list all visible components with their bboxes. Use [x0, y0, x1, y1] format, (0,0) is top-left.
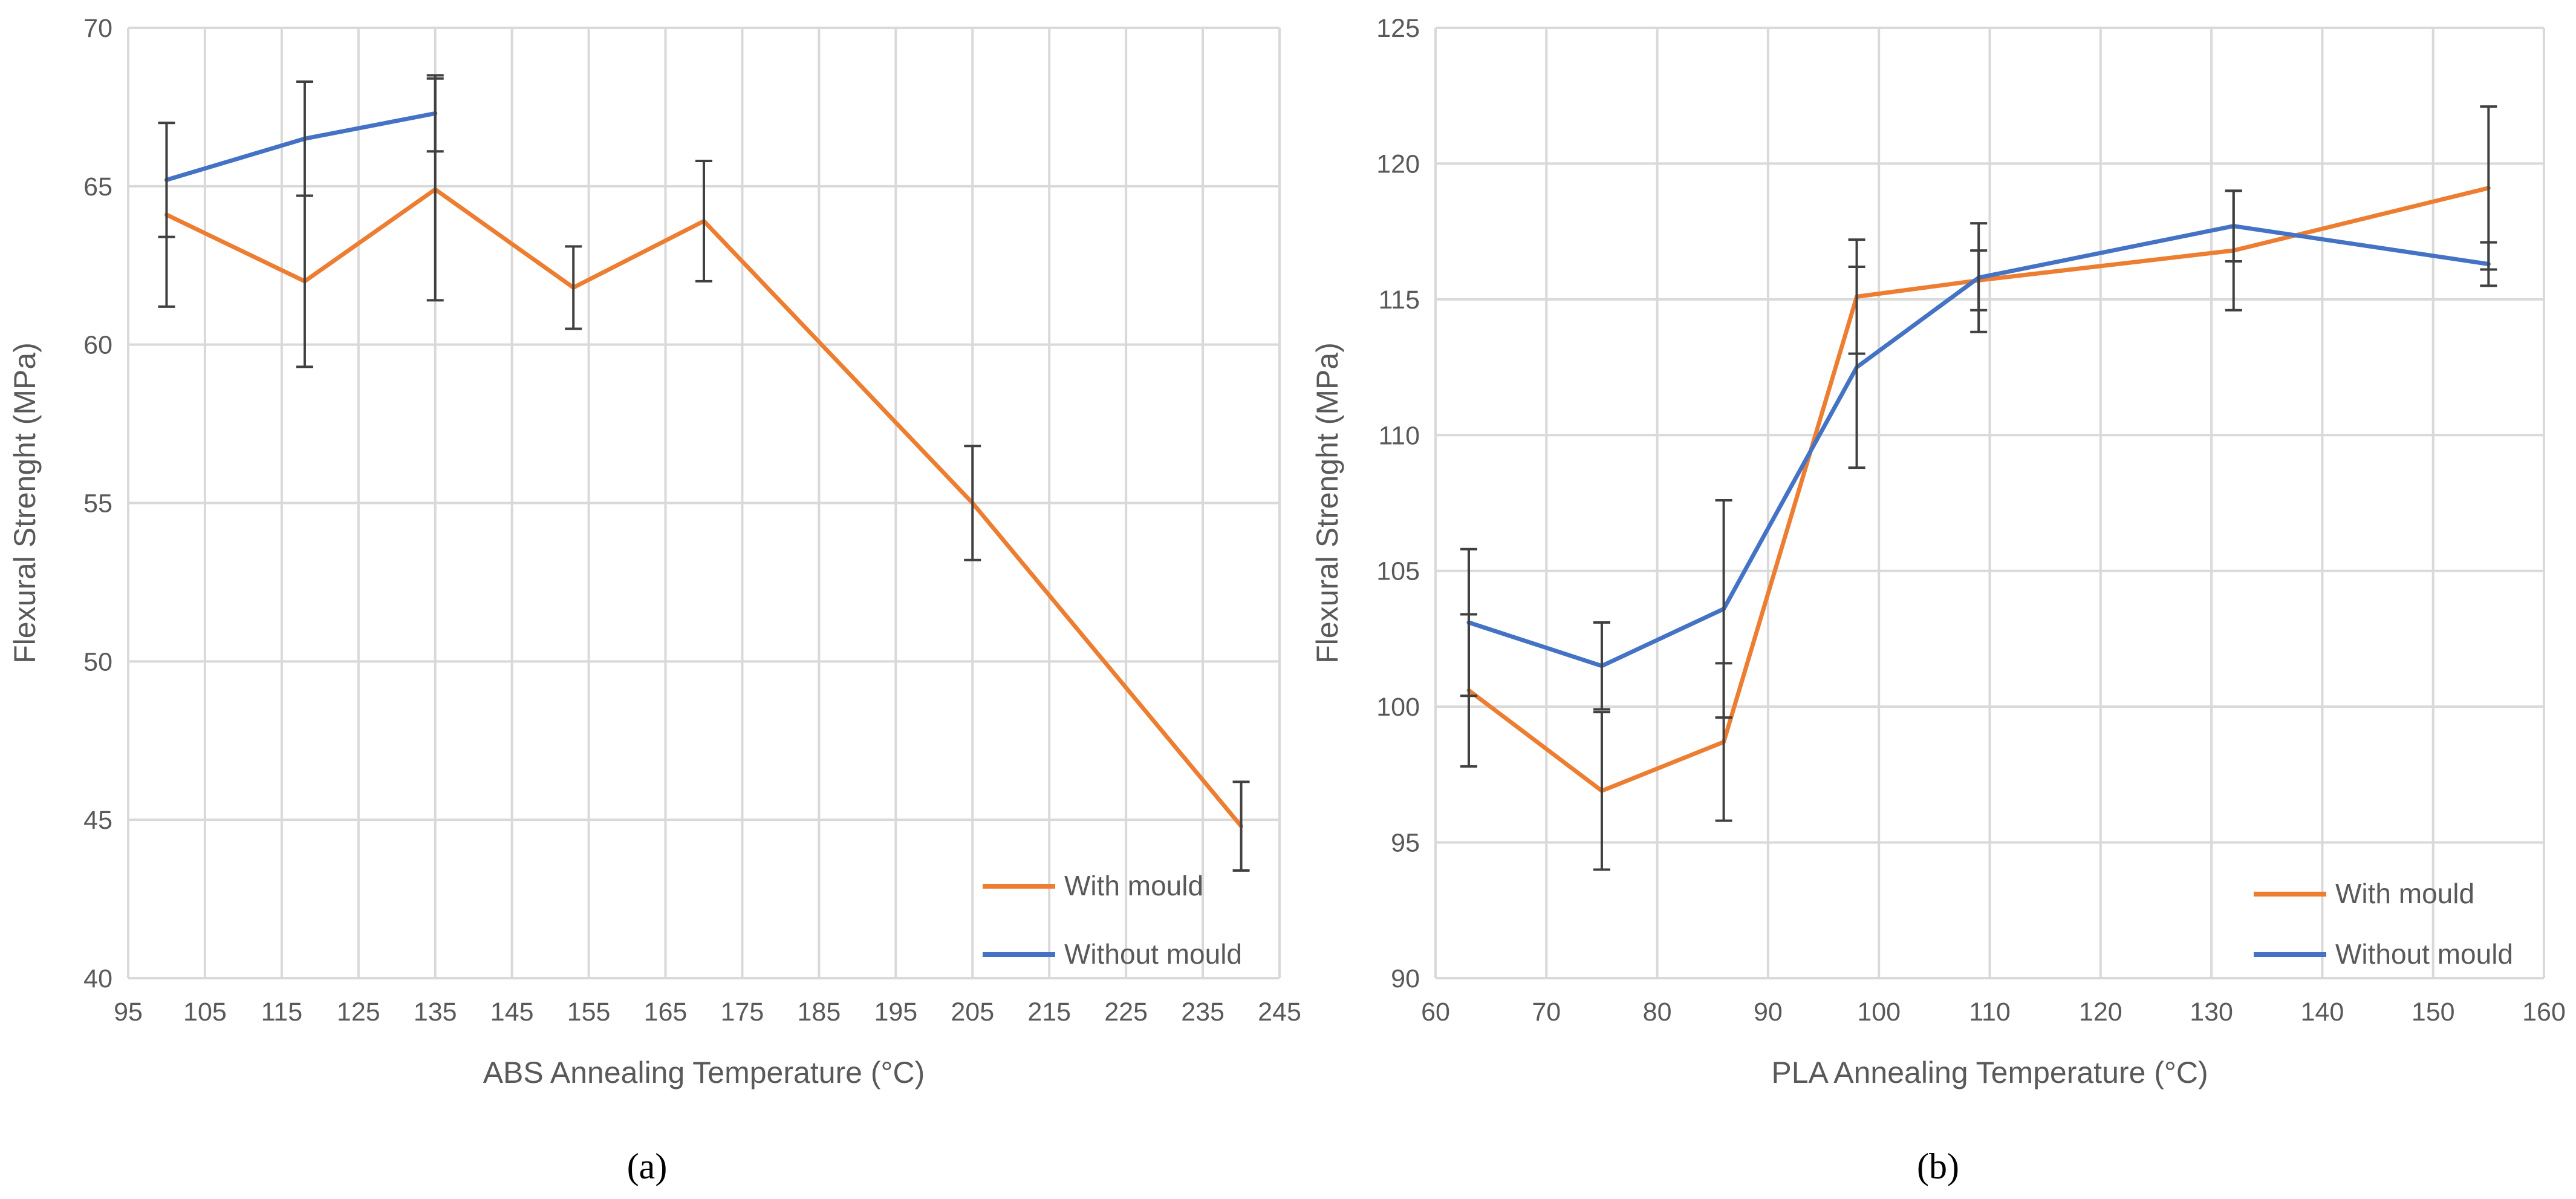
- a-x-tick-label: 225: [1104, 998, 1148, 1027]
- a-x-tick-label: 235: [1181, 998, 1225, 1027]
- a-legend-label: With mould: [1064, 870, 1203, 901]
- a-y-tick-label: 60: [83, 331, 112, 360]
- a-series-line-with-mould: [164, 187, 1244, 829]
- a-x-tick-label: 155: [567, 998, 611, 1027]
- b-y-tick-label: 120: [1376, 149, 1420, 178]
- a-x-tick-label: 215: [1027, 998, 1071, 1027]
- panel-a-caption: (a): [627, 1146, 668, 1186]
- a-x-tick-label: 165: [644, 998, 688, 1027]
- a-y-tick-label: 45: [83, 806, 112, 835]
- b-x-axis-title: PLA Annealing Temperature (°C): [1771, 1056, 2208, 1090]
- b-error-bar: [1848, 265, 1865, 469]
- a-x-tick-label: 125: [337, 998, 380, 1027]
- b-legend-item: Without mould: [2254, 938, 2513, 970]
- a-error-bar: [964, 445, 981, 561]
- b-legend-label: With mould: [2335, 878, 2474, 909]
- b-y-tick-label: 95: [1391, 829, 1420, 858]
- b-x-tick-label: 60: [1421, 998, 1450, 1027]
- b-x-tick-label: 70: [1532, 998, 1561, 1027]
- b-x-tick-label: 80: [1643, 998, 1672, 1027]
- a-error-bar: [565, 245, 582, 330]
- b-y-tick-label: 110: [1378, 421, 1420, 450]
- b-y-tick-label: 90: [1391, 964, 1420, 993]
- a-y-tick-label: 70: [83, 14, 112, 43]
- b-error-bar: [1970, 222, 1988, 333]
- b-legend-label: Without mould: [2335, 938, 2513, 970]
- a-y-tick-label: 50: [83, 647, 112, 676]
- a-error-bar: [296, 194, 313, 368]
- a-legend-item: With mould: [983, 870, 1203, 901]
- b-x-tick-label: 130: [2190, 998, 2233, 1027]
- b-x-tick-label: 90: [1754, 998, 1783, 1027]
- b-y-tick-label: 105: [1376, 557, 1420, 586]
- a-y-tick-label: 40: [83, 964, 112, 993]
- a-x-tick-label: 145: [490, 998, 534, 1027]
- b-error-bar: [1593, 711, 1610, 871]
- a-x-tick-label: 185: [798, 998, 841, 1027]
- a-x-tick-label: 95: [114, 998, 143, 1027]
- panel-b-chart: 60 70 80 90 100 110 120 130 140 150 160 90 95 100 105 1…: [1310, 14, 2566, 1090]
- a-y-axis-title: Flexural Strenght (MPa): [8, 342, 42, 664]
- b-error-bar: [2225, 189, 2242, 263]
- b-legend-item: With mould: [2254, 878, 2474, 909]
- a-x-tick-label: 195: [874, 998, 917, 1027]
- a-legend-label: Without mould: [1064, 938, 1242, 970]
- b-y-tick-label: 100: [1376, 693, 1420, 722]
- b-y-tick-label: 125: [1376, 14, 1420, 43]
- a-y-tick-label: 55: [83, 489, 112, 518]
- a-x-tick-label: 115: [261, 998, 303, 1027]
- a-y-tick-label: 65: [83, 172, 112, 201]
- a-x-tick-label: 175: [721, 998, 764, 1027]
- b-y-axis-title: Flexural Strenght (MPa): [1310, 342, 1344, 664]
- a-legend-item: Without mould: [983, 938, 1242, 970]
- b-x-tick-label: 150: [2412, 998, 2455, 1027]
- a-x-axis-title: ABS Annealing Temperature (°C): [483, 1056, 925, 1090]
- a-error-bar: [695, 159, 712, 283]
- a-error-bar: [158, 122, 175, 238]
- a-error-bar: [1232, 780, 1250, 872]
- b-x-tick-label: 140: [2301, 998, 2344, 1027]
- a-x-tick-label: 105: [183, 998, 227, 1027]
- a-x-tick-label: 245: [1258, 998, 1301, 1027]
- b-error-bar: [1460, 547, 1477, 698]
- a-x-tick-label: 135: [414, 998, 457, 1027]
- a-error-bar: [426, 74, 444, 153]
- b-x-tick-label: 120: [2079, 998, 2122, 1027]
- b-x-tick-label: 100: [1857, 998, 1901, 1027]
- b-error-bar: [1593, 621, 1610, 711]
- panel-b-caption: (b): [1917, 1146, 1959, 1186]
- a-series-line-without-mould: [164, 111, 438, 182]
- a-x-tick-label: 205: [951, 998, 994, 1027]
- panel-a-chart: 95 105 115 125 135 145 155 165 175 185 195 205 215 22…: [8, 14, 1301, 1090]
- b-error-bar: [2480, 241, 2497, 287]
- b-x-tick-label: 110: [1969, 998, 2011, 1027]
- b-error-bar: [1715, 499, 1732, 719]
- b-x-tick-label: 160: [2522, 998, 2566, 1027]
- a-error-bar: [296, 80, 313, 197]
- b-y-tick-label: 115: [1378, 286, 1420, 315]
